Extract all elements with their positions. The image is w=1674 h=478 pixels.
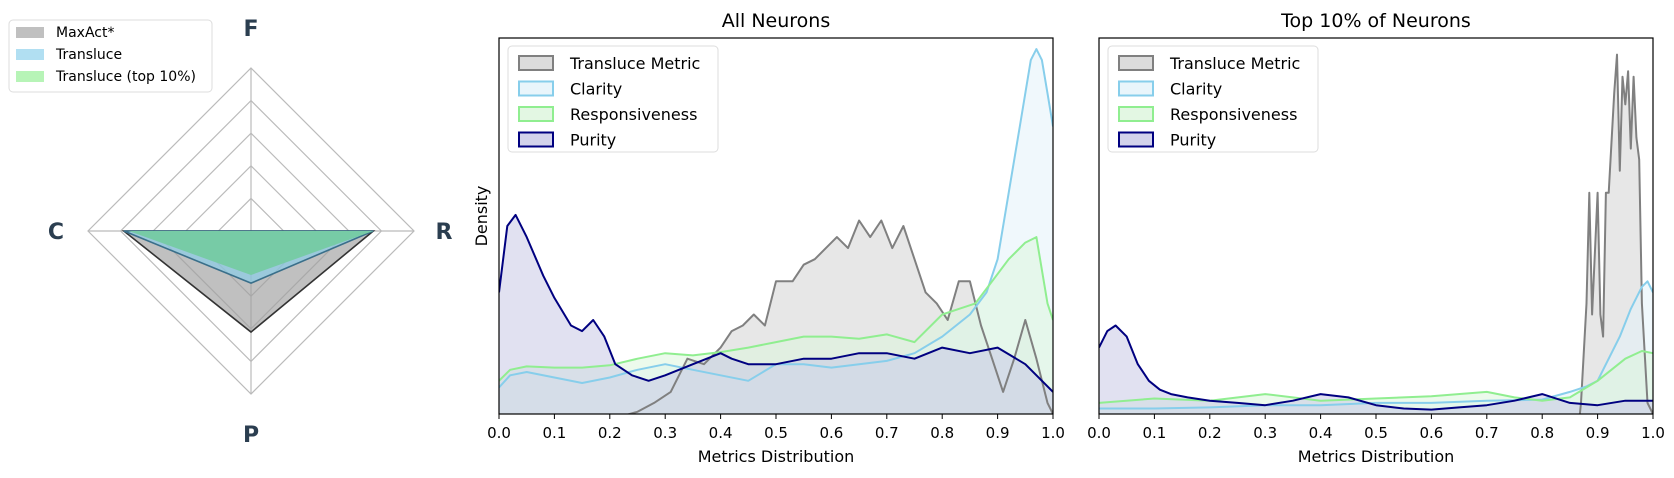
series-area-3 <box>499 214 1053 414</box>
x-axis-label: Metrics Distribution <box>698 447 855 466</box>
legend-label-0: Transluce Metric <box>569 54 700 73</box>
plot-area <box>1099 53 1653 414</box>
legend-label-2: Responsiveness <box>570 105 697 124</box>
legend-swatch-2 <box>518 106 554 122</box>
legend-swatch-1 <box>1118 80 1154 97</box>
radar-series <box>121 230 376 334</box>
radar-axis-label-3: C <box>48 220 64 245</box>
radar-legend-swatch-2 <box>16 71 44 82</box>
x-tick-label-4: 0.4 <box>1309 424 1333 442</box>
series-line-0 <box>625 219 1053 414</box>
legend: Transluce Metric Clarity Responsiveness Pur… <box>507 45 719 153</box>
legend-swatch-3 <box>518 131 554 148</box>
panel-all-neurons: 0.0 0.1 0.2 0.3 0.4 0.5 0.6 0.7 0.8 0.9 1.0 Metrics… <box>472 10 1065 466</box>
legend-label-0: Transluce Metric <box>1169 54 1300 73</box>
x-tick-label-3: 0.3 <box>653 424 677 442</box>
legend-label-3: Purity <box>570 131 616 150</box>
legend-frame <box>507 45 719 153</box>
chart-title: All Neurons <box>722 10 831 32</box>
panel-top-10-percent-neurons: 0.0 0.1 0.2 0.3 0.4 0.5 0.6 0.7 0.8 0.9 1.0 Metrics… <box>1087 10 1665 466</box>
x-tick-label-10: 1.0 <box>1641 424 1665 442</box>
series-line-0 <box>1578 53 1653 414</box>
radar-axis-label-2: P <box>243 423 259 448</box>
x-tick-label-5: 0.5 <box>764 424 788 442</box>
x-tick-label-6: 0.6 <box>819 424 843 442</box>
legend-label-1: Clarity <box>570 80 622 99</box>
legend-frame <box>1107 45 1319 153</box>
x-tick-label-2: 0.2 <box>598 424 622 442</box>
x-tick-label-0: 0.0 <box>487 424 511 442</box>
radar-axis-label-0: F <box>243 17 258 42</box>
legend: Transluce Metric Clarity Responsiveness Pur… <box>1107 45 1319 153</box>
legend-swatch-3 <box>1118 131 1154 148</box>
x-axis-label: Metrics Distribution <box>1298 447 1455 466</box>
series-line-3 <box>1099 324 1653 411</box>
series-line-3 <box>499 213 1053 393</box>
radar-legend-frame <box>8 19 213 93</box>
x-tick-label-9: 0.9 <box>1586 424 1610 442</box>
x-tick-label-8: 0.8 <box>1530 424 1554 442</box>
series-line-2 <box>499 236 1053 382</box>
chart-title: Top 10% of Neurons <box>1280 10 1471 32</box>
radar-legend-swatch-0 <box>16 27 44 38</box>
series-line-1 <box>1099 280 1653 410</box>
x-tick-label-0: 0.0 <box>1087 424 1111 442</box>
radar-axis-labels: F R P C <box>48 17 453 448</box>
x-tick-label-1: 0.1 <box>542 424 566 442</box>
radar-legend-label-1: Transluce <box>55 47 122 63</box>
radar-axis-label-1: R <box>436 220 453 245</box>
legend-label-1: Clarity <box>1170 80 1222 99</box>
legend-swatch-0 <box>1118 55 1154 71</box>
x-tick-label-7: 0.7 <box>875 424 899 442</box>
radar-legend: MaxAct* Transluce Transluce (top 10%) <box>8 19 213 93</box>
legend-swatch-2 <box>1118 106 1154 122</box>
x-tick-label-9: 0.9 <box>986 424 1010 442</box>
series-line-2 <box>1099 350 1653 404</box>
x-tick-label-2: 0.2 <box>1198 424 1222 442</box>
x-tick-label-3: 0.3 <box>1253 424 1277 442</box>
series-area-3 <box>1099 325 1653 414</box>
x-tick-label-6: 0.6 <box>1419 424 1443 442</box>
series-line-1 <box>499 48 1053 389</box>
x-tick-label-7: 0.7 <box>1475 424 1499 442</box>
radar-legend-swatch-1 <box>16 49 44 60</box>
legend-label-2: Responsiveness <box>1170 105 1297 124</box>
radar-series-2 <box>128 231 374 276</box>
x-tick-label-5: 0.5 <box>1364 424 1388 442</box>
radar-legend-label-2: Transluce (top 10%) <box>55 69 196 85</box>
legend-swatch-0 <box>518 55 554 71</box>
legend-swatch-1 <box>518 80 554 97</box>
x-tick-label-8: 0.8 <box>930 424 954 442</box>
x-tick-label-1: 0.1 <box>1142 424 1166 442</box>
legend-label-3: Purity <box>1170 131 1216 150</box>
radar-chart: F R P C MaxAct* Transluce Transluce (top 10%) <box>8 17 453 448</box>
x-tick-label-10: 1.0 <box>1041 424 1065 442</box>
x-tick-label-4: 0.4 <box>709 424 733 442</box>
plot-area <box>499 48 1053 414</box>
y-axis-label: Density <box>472 186 491 247</box>
radar-legend-label-0: MaxAct* <box>56 25 114 41</box>
